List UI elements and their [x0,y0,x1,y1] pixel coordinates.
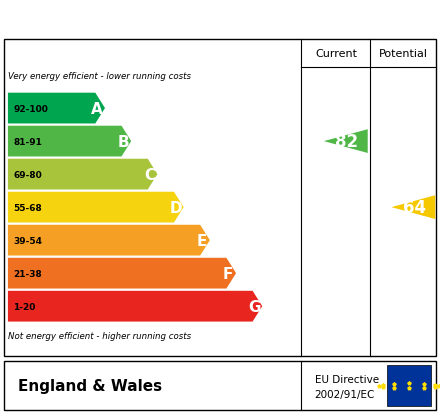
Text: 69-80: 69-80 [13,170,42,179]
Text: Not energy efficient - higher running costs: Not energy efficient - higher running co… [8,332,191,341]
Polygon shape [8,192,183,223]
Text: Current: Current [315,49,357,59]
Text: 39-54: 39-54 [13,236,42,245]
Polygon shape [8,225,210,256]
Text: E: E [197,233,207,248]
Text: EU Directive: EU Directive [315,374,379,384]
Text: Energy Efficiency Rating: Energy Efficiency Rating [13,9,320,29]
Text: A: A [91,101,103,116]
Text: 55-68: 55-68 [13,203,42,212]
Text: 81-91: 81-91 [13,137,42,146]
Polygon shape [392,196,435,219]
Text: B: B [117,134,129,149]
Bar [4,361,436,410]
Polygon shape [8,126,131,157]
Polygon shape [8,93,105,124]
Polygon shape [8,291,262,322]
Text: 21-38: 21-38 [13,269,42,278]
Text: 82: 82 [335,133,359,151]
Text: Very energy efficient - lower running costs: Very energy efficient - lower running co… [8,71,191,81]
Text: F: F [223,266,233,281]
Polygon shape [8,159,158,190]
Text: Potential: Potential [379,49,428,59]
Text: 92-100: 92-100 [13,104,48,113]
Polygon shape [324,130,368,154]
Polygon shape [8,258,236,289]
Text: 64: 64 [403,199,426,216]
Text: C: C [144,167,155,182]
Text: 1-20: 1-20 [13,302,36,311]
Text: 2002/91/EC: 2002/91/EC [315,389,375,399]
Text: England & Wales: England & Wales [18,378,162,393]
Bar [387,365,431,406]
Text: G: G [248,299,260,314]
Text: D: D [169,200,182,215]
